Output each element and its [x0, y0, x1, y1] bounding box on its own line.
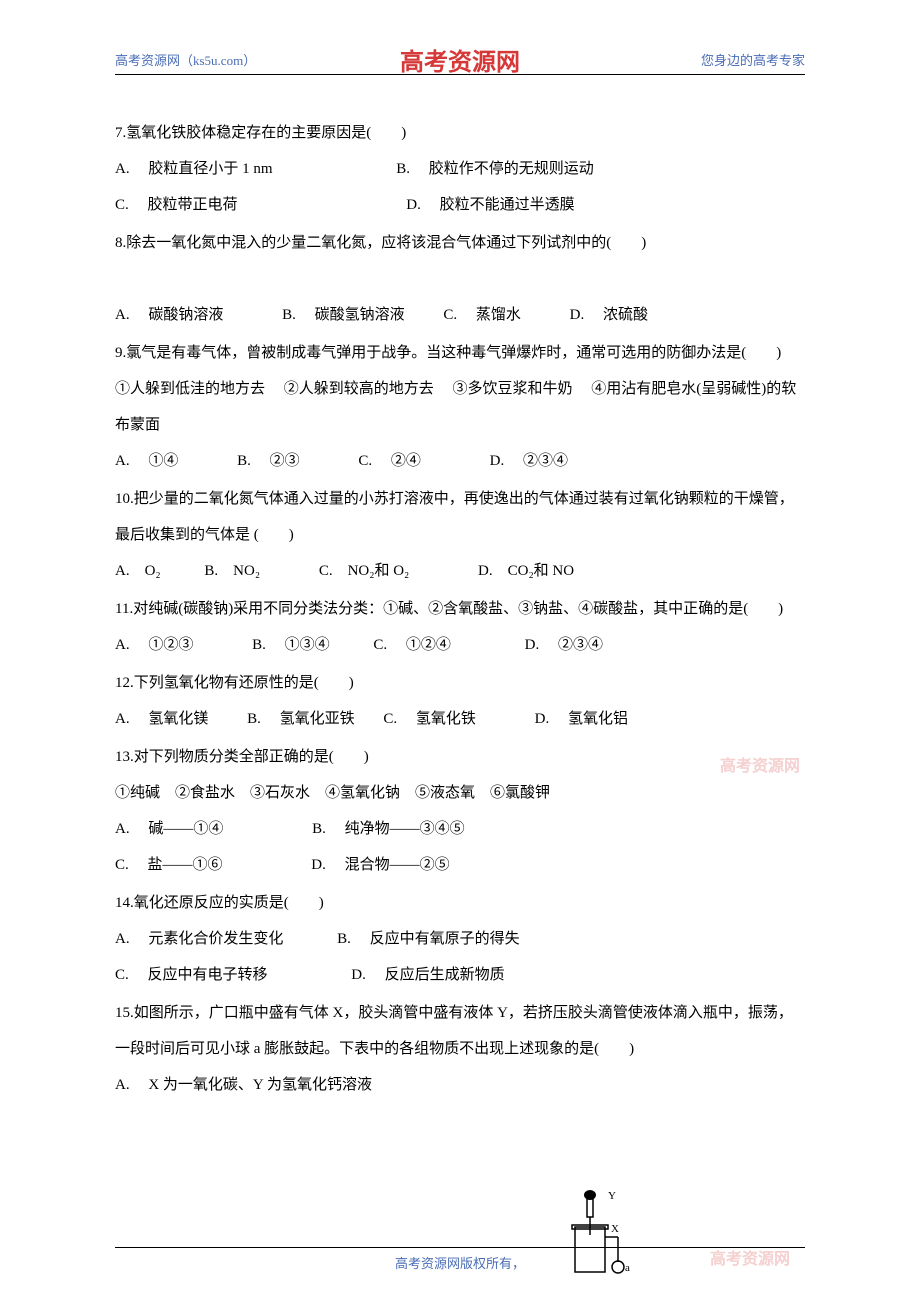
- question-13: 13.对下列物质分类全部正确的是( ) ①纯碱 ②食盐水 ③石灰水 ④氢氧化钠 …: [115, 739, 805, 883]
- diagram-label-x: X: [611, 1223, 619, 1235]
- option-c: C. 反应中有电子转移: [115, 957, 268, 993]
- option-d: D. 氢氧化铝: [535, 701, 628, 737]
- options-row: C. 胶粒带正电荷 D. 胶粒不能通过半透膜: [115, 187, 805, 223]
- options-row: A. ①④ B. ②③ C. ②④ D. ②③④: [115, 443, 805, 479]
- watermark-text: 高考资源网: [720, 752, 800, 776]
- footer-copyright: 高考资源网版权所有，: [395, 1256, 525, 1271]
- option-c: C. ②④: [358, 443, 421, 479]
- option-a: A. 碳酸钠溶液: [115, 297, 223, 333]
- question-text: 12.下列氢氧化物有还原性的是( ): [115, 665, 805, 701]
- options-row: A. X 为一氧化碳、Y 为氢氧化钙溶液: [115, 1067, 805, 1103]
- question-14: 14.氧化还原反应的实质是( ) A. 元素化合价发生变化 B. 反应中有氧原子…: [115, 885, 805, 993]
- option-d: D. CO₂和 NO: [478, 553, 574, 589]
- page-footer: 高考资源网版权所有，: [0, 1247, 920, 1272]
- option-a: A. 氢氧化镁: [115, 701, 208, 737]
- document-content: 7.氢氧化铁胶体稳定存在的主要原因是( ) A. 胶粒直径小于 1 nm B. …: [115, 115, 805, 1103]
- option-c: C. 胶粒带正电荷: [115, 187, 238, 223]
- option-b: B. 氢氧化亚铁: [247, 701, 355, 737]
- option-a: A. ①④: [115, 443, 178, 479]
- diagram-label-y: Y: [608, 1190, 616, 1202]
- options-row: A. ①②③ B. ①③④ C. ①②④ D. ②③④: [115, 627, 805, 663]
- question-text: 9.氯气是有毒气体，曾被制成毒气弹用于战争。当这种毒气弹爆炸时，通常可选用的防御…: [115, 335, 805, 371]
- options-row: C. 盐——①⑥ D. 混合物——②⑤: [115, 847, 805, 883]
- options-row: A. 碳酸钠溶液 B. 碳酸氢钠溶液 C. 蒸馏水 D. 浓硫酸: [115, 297, 805, 333]
- header-tagline: 您身边的高考专家: [701, 50, 805, 69]
- question-text: 14.氧化还原反应的实质是( ): [115, 885, 805, 921]
- option-b: B. 反应中有氧原子的得失: [337, 921, 520, 957]
- option-c: C. NO₂和 O₂: [319, 553, 409, 589]
- page-header: 高考资源网（ks5u.com） 高考资源网 您身边的高考专家: [115, 50, 805, 75]
- option-d: D. 混合物——②⑤: [311, 847, 449, 883]
- question-7: 7.氢氧化铁胶体稳定存在的主要原因是( ) A. 胶粒直径小于 1 nm B. …: [115, 115, 805, 223]
- option-b: B. 胶粒作不停的无规则运动: [396, 151, 594, 187]
- document-page: 高考资源网（ks5u.com） 高考资源网 您身边的高考专家 7.氢氧化铁胶体稳…: [0, 0, 920, 1145]
- options-row: C. 反应中有电子转移 D. 反应后生成新物质: [115, 957, 805, 993]
- option-a: A. X 为一氧化碳、Y 为氢氧化钙溶液: [115, 1067, 372, 1103]
- option-c: C. 蒸馏水: [443, 297, 521, 333]
- header-site-text: 高考资源网（ks5u.com）: [115, 50, 256, 69]
- question-8: 8.除去一氧化氮中混入的少量二氧化氮，应将该混合气体通过下列试剂中的( ) A.…: [115, 225, 805, 333]
- option-c: C. 氢氧化铁: [383, 701, 476, 737]
- option-b: B. ①③④: [252, 627, 330, 663]
- option-a: A. ①②③: [115, 627, 193, 663]
- options-row: A. 胶粒直径小于 1 nm B. 胶粒作不停的无规则运动: [115, 151, 805, 187]
- spacer: [115, 261, 805, 297]
- question-text: 15.如图所示，广口瓶中盛有气体 X，胶头滴管中盛有液体 Y，若挤压胶头滴管使液…: [115, 995, 805, 1067]
- option-c: C. ①②④: [373, 627, 451, 663]
- options-row: A. O₂ B. NO₂ C. NO₂和 O₂ D. CO₂和 NO: [115, 553, 805, 589]
- options-row: A. 元素化合价发生变化 B. 反应中有氧原子的得失: [115, 921, 805, 957]
- option-a: A. 胶粒直径小于 1 nm: [115, 151, 273, 187]
- header-brand-text: 高考资源网: [400, 42, 520, 77]
- question-text: 11.对纯碱(碳酸钠)采用不同分类法分类：①碱、②含氧酸盐、③钠盐、④碳酸盐，其…: [115, 591, 805, 627]
- option-a: A. 元素化合价发生变化: [115, 921, 283, 957]
- option-b: B. 碳酸氢钠溶液: [282, 297, 405, 333]
- question-text: 13.对下列物质分类全部正确的是( ): [115, 739, 805, 775]
- question-text: 10.把少量的二氧化氮气体通入过量的小苏打溶液中，再使逸出的气体通过装有过氧化钠…: [115, 481, 805, 553]
- option-b: B. ②③: [237, 443, 300, 479]
- question-10: 10.把少量的二氧化氮气体通入过量的小苏打溶液中，再使逸出的气体通过装有过氧化钠…: [115, 481, 805, 589]
- options-row: A. 碱——①④ B. 纯净物——③④⑤: [115, 811, 805, 847]
- option-d: D. 胶粒不能通过半透膜: [406, 187, 574, 223]
- question-15: 15.如图所示，广口瓶中盛有气体 X，胶头滴管中盛有液体 Y，若挤压胶头滴管使液…: [115, 995, 805, 1103]
- options-row: A. 氢氧化镁 B. 氢氧化亚铁 C. 氢氧化铁 D. 氢氧化铝: [115, 701, 805, 737]
- option-b: B. NO₂: [204, 553, 260, 589]
- question-text: 7.氢氧化铁胶体稳定存在的主要原因是( ): [115, 115, 805, 151]
- option-a: A. O₂: [115, 553, 161, 589]
- option-d: D. ②③④: [525, 627, 603, 663]
- question-text: 8.除去一氧化氮中混入的少量二氧化氮，应将该混合气体通过下列试剂中的( ): [115, 225, 805, 261]
- option-c: C. 盐——①⑥: [115, 847, 223, 883]
- question-9: 9.氯气是有毒气体，曾被制成毒气弹用于战争。当这种毒气弹爆炸时，通常可选用的防御…: [115, 335, 805, 479]
- option-d: D. ②③④: [490, 443, 568, 479]
- option-d: D. 反应后生成新物质: [351, 957, 504, 993]
- option-b: B. 纯净物——③④⑤: [312, 811, 465, 847]
- option-d: D. 浓硫酸: [570, 297, 648, 333]
- question-11: 11.对纯碱(碳酸钠)采用不同分类法分类：①碱、②含氧酸盐、③钠盐、④碳酸盐，其…: [115, 591, 805, 663]
- option-a: A. 碱——①④: [115, 811, 223, 847]
- footer-divider: [115, 1247, 805, 1248]
- question-12: 12.下列氢氧化物有还原性的是( ) A. 氢氧化镁 B. 氢氧化亚铁 C. 氢…: [115, 665, 805, 737]
- question-items: ①纯碱 ②食盐水 ③石灰水 ④氢氧化钠 ⑤液态氧 ⑥氯酸钾: [115, 775, 805, 811]
- question-items: ①人躲到低洼的地方去 ②人躲到较高的地方去 ③多饮豆浆和牛奶 ④用沾有肥皂水(呈…: [115, 371, 805, 443]
